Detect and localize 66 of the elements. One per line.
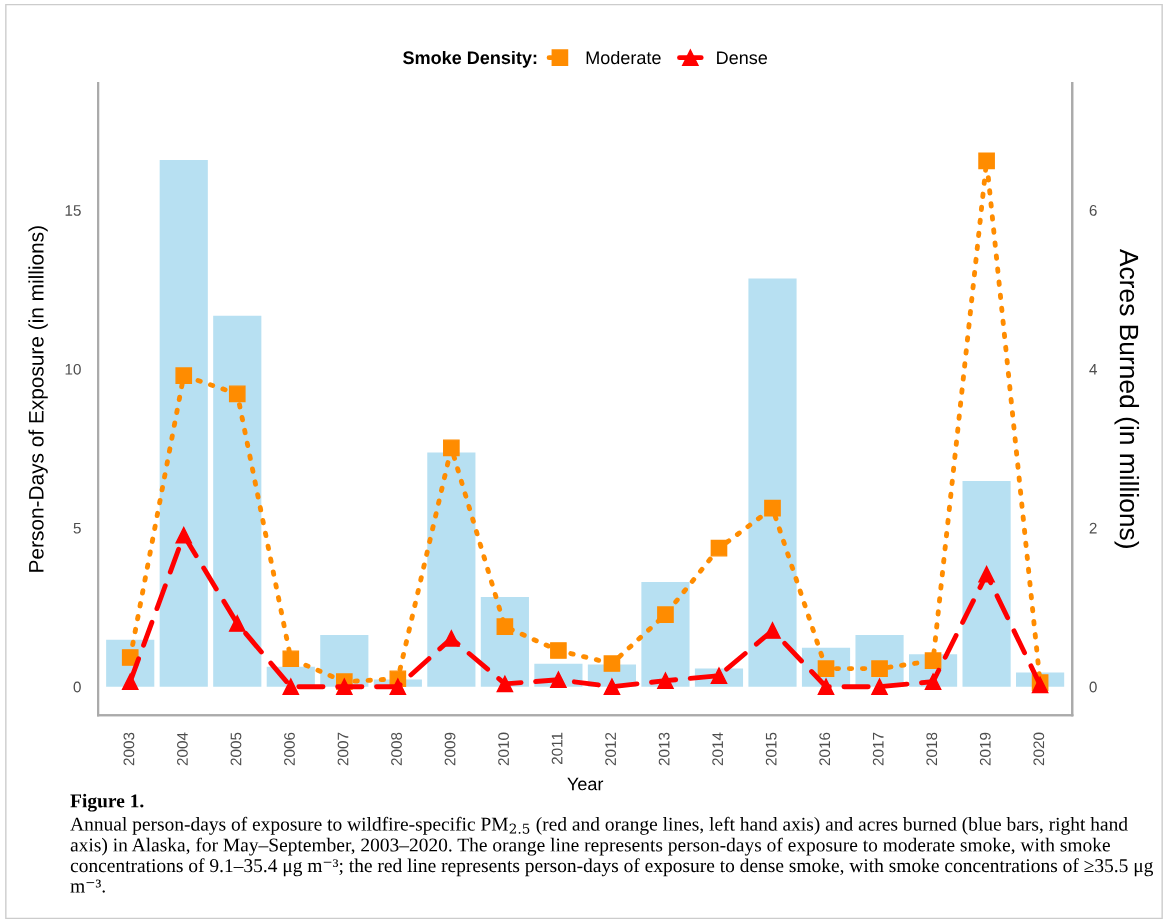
- point: [817, 678, 835, 696]
- point: [764, 622, 781, 639]
- x-tick-label: 2009: [444, 732, 456, 766]
- y-tick-label: 0: [73, 681, 81, 693]
- x-tick-label: 2014: [712, 732, 724, 766]
- point: [175, 526, 193, 544]
- bar: [962, 481, 1011, 687]
- x-tick-label: 2017: [872, 732, 884, 766]
- legend-label: Moderate: [586, 50, 661, 65]
- x-tick-label: 2006: [284, 732, 295, 766]
- point: [603, 655, 621, 672]
- legend-label: Dense: [717, 51, 768, 65]
- x-tick-label: 2010: [498, 732, 509, 766]
- x-tick-label: 2012: [605, 732, 617, 766]
- y-tick-label: 10: [65, 363, 81, 375]
- x-tick-label: 2019: [979, 732, 991, 766]
- point: [496, 675, 514, 693]
- y2-axis-title: Acres Burned (in millions): [1114, 248, 1140, 548]
- legend-title: Smoke Density:: [403, 50, 537, 68]
- point: [228, 385, 246, 403]
- y2-tick-label: 2: [1089, 522, 1097, 534]
- caption: Figure 1.: [70, 793, 144, 812]
- point: [657, 606, 674, 623]
- point: [389, 678, 407, 696]
- point: [603, 678, 621, 696]
- point: [978, 565, 995, 583]
- point: [443, 439, 460, 457]
- x-tick-label: 2018: [926, 732, 938, 766]
- text: Annual person-days of exposure to wildfire-specific PM$_{2.5}$ (red and orange lines, left hand axis) and acres burned (blue bars, right hand axis) in Alaska, for May–September, 2003–2020. The orange line represents person-days of exposure to moderate smoke, with smoke concentrations of 9.1–35.4 μg m⁻³; the red line represents person-days of exposure to dense smoke, with smoke concentrations of ≥35.5 μg m⁻³.: [70, 816, 1154, 893]
- x-axis-title: Year: [567, 777, 604, 791]
- bar: [213, 315, 262, 687]
- y-tick-label: 15: [65, 205, 81, 216]
- y2-tick-label: 0: [1089, 681, 1097, 693]
- point: [710, 539, 728, 557]
- point: [924, 673, 942, 690]
- point: [282, 678, 300, 696]
- y-tick-label: 5: [73, 522, 81, 534]
- bar: [748, 278, 797, 687]
- point: [924, 652, 942, 670]
- y-axis-title: Person-Days of Exposure (in millions): [28, 226, 48, 572]
- point: [764, 499, 781, 517]
- point: [282, 650, 300, 668]
- x-tick-label: 2005: [230, 732, 242, 766]
- x-tick-label: 2008: [391, 732, 402, 766]
- bar: [159, 160, 208, 687]
- bar: [427, 452, 476, 687]
- point: [657, 672, 674, 690]
- x-tick-label: 2011: [551, 732, 563, 765]
- point: [978, 152, 995, 170]
- x-tick-label: 2004: [177, 732, 188, 766]
- point: [443, 630, 460, 647]
- point: [335, 678, 353, 696]
- x-tick-label: 2007: [337, 732, 349, 766]
- x-tick-label: 2016: [819, 732, 831, 766]
- y2-tick-label: 4: [1089, 364, 1097, 375]
- y2-tick-label: 6: [1089, 205, 1097, 216]
- point: [496, 618, 514, 636]
- point: [871, 678, 888, 696]
- x-tick-label: 2015: [765, 732, 777, 766]
- x-tick-label: 2013: [658, 732, 670, 766]
- x-tick-label: 2003: [123, 732, 135, 766]
- point: [228, 615, 246, 632]
- point: [175, 367, 193, 385]
- point: [550, 642, 567, 659]
- x-tick-label: 2020: [1033, 732, 1045, 766]
- point: [121, 673, 139, 690]
